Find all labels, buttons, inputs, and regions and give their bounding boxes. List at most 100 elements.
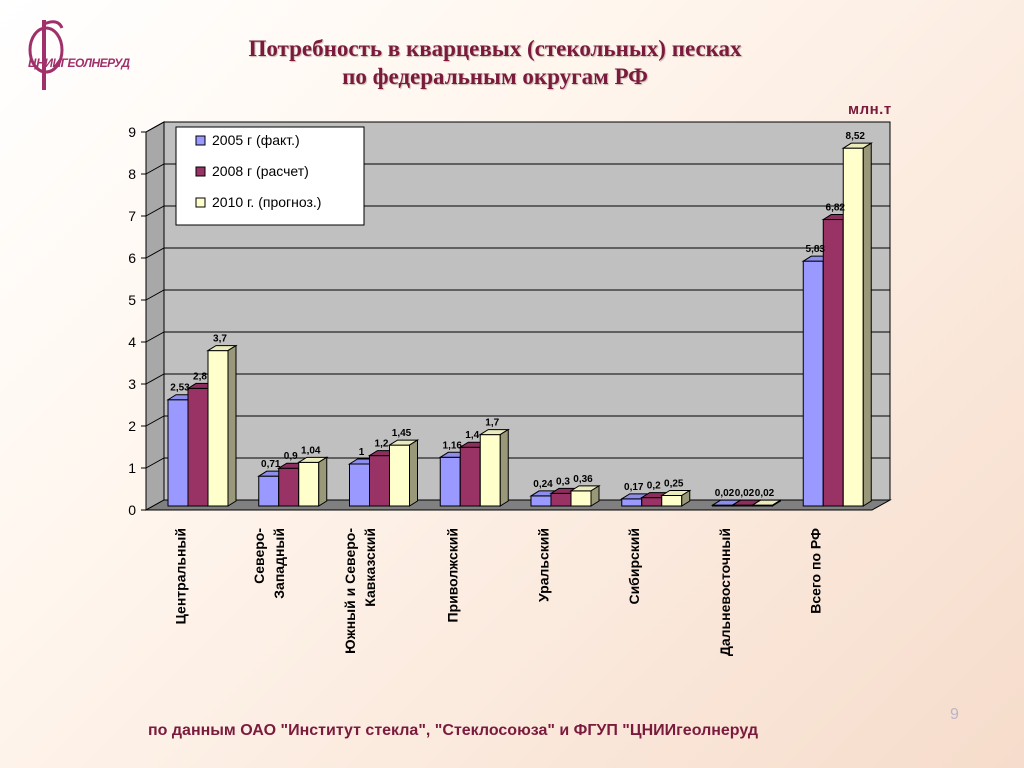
y-tick-label: 9 <box>128 124 136 140</box>
logo-swoosh <box>43 20 64 29</box>
bar-front <box>349 463 370 507</box>
data-label: 0,9 <box>284 451 298 462</box>
data-label: 1 <box>359 447 365 458</box>
legend-entry: 2010 г. (прогноз.) <box>212 194 321 210</box>
bar-side <box>862 142 872 507</box>
data-label: 1,45 <box>392 428 412 439</box>
category-label: Всего по РФ <box>808 528 824 614</box>
gridline <box>145 163 890 175</box>
data-label: 2,8 <box>193 371 207 382</box>
data-label: 0,3 <box>556 476 570 487</box>
bar-side <box>318 456 328 507</box>
bar-front <box>550 492 572 507</box>
chart-title-line1: Потребность в кварцевых (стекольных) пес… <box>248 36 742 61</box>
legend-swatch <box>195 197 206 208</box>
unit-label: млн.т <box>848 101 892 118</box>
bar <box>297 456 329 507</box>
bar <box>569 484 601 507</box>
y-tick-label: 6 <box>128 250 136 266</box>
data-label: 0,36 <box>573 474 593 485</box>
bar-front <box>207 350 229 507</box>
category-label: Сибирский <box>626 528 642 605</box>
bar-front <box>479 434 501 507</box>
bar-front <box>641 497 663 507</box>
company-logo <box>28 20 64 90</box>
gridline <box>145 247 890 259</box>
gridline <box>145 121 890 133</box>
category-label: Южный и Северо- Кавказский <box>342 528 378 654</box>
legend-swatch <box>195 166 206 177</box>
legend-swatch <box>195 135 206 146</box>
data-label: 6,82 <box>826 203 846 214</box>
bar-side <box>681 489 691 507</box>
data-label: 0,17 <box>624 482 644 493</box>
bar-front <box>439 456 461 507</box>
bar-front <box>842 147 864 507</box>
bar-front <box>298 461 320 507</box>
bar-front <box>258 475 280 507</box>
bar-front <box>621 498 643 507</box>
bar-side <box>590 484 600 507</box>
bar <box>660 489 692 507</box>
bar-front <box>369 455 390 507</box>
data-label: 0,25 <box>664 479 684 490</box>
category-label: Северо- Западный <box>251 528 287 599</box>
bar-front <box>459 446 481 507</box>
bar-front <box>802 260 824 507</box>
y-tick-label: 0 <box>128 502 136 518</box>
data-label: 5,83 <box>806 244 826 255</box>
gridline <box>145 205 890 217</box>
bar-side <box>772 499 781 507</box>
bar-front <box>167 399 189 507</box>
data-label: 2,53 <box>170 383 190 394</box>
bar-front <box>530 495 552 507</box>
y-tick-label: 2 <box>128 418 136 434</box>
bar-front <box>278 467 300 507</box>
gridline <box>145 373 890 385</box>
y-tick-label: 5 <box>128 292 136 308</box>
category-label: Центральный <box>172 528 188 624</box>
y-tick-label: 4 <box>128 334 136 350</box>
gridlines <box>145 121 890 469</box>
gridline <box>145 415 890 427</box>
data-label: 3,7 <box>213 334 227 345</box>
y-tick-label: 1 <box>128 460 136 476</box>
bar <box>206 344 238 507</box>
data-label: 1,7 <box>485 418 499 429</box>
bars <box>166 142 873 507</box>
bar-side <box>227 344 237 507</box>
page-number: 9 <box>950 706 959 723</box>
category-label: Уральский <box>535 528 551 602</box>
bar-side <box>409 439 418 507</box>
legend-entry: 2005 г (факт.) <box>212 132 300 148</box>
bar-front <box>187 387 209 507</box>
gridline <box>145 457 890 469</box>
legend-entry: 2008 г (расчет) <box>212 163 309 179</box>
y-tick-label: 8 <box>128 166 136 182</box>
bar <box>750 499 783 507</box>
data-label: 0,02 <box>715 488 735 499</box>
side-wall <box>145 121 165 511</box>
legend-box <box>175 126 365 226</box>
axes: 0 1 2 3 4 5 6 7 8 9 <box>128 124 872 518</box>
bar-front <box>570 490 592 507</box>
category-label: Приволжский <box>445 528 461 623</box>
data-label: 0,02 <box>735 488 755 499</box>
data-label: 0,2 <box>647 481 661 492</box>
chart-title-line2: по федеральным округам РФ <box>342 64 648 89</box>
data-label: 1,4 <box>465 430 479 441</box>
gridline <box>145 289 890 301</box>
logo-text: ЦНИИГЕОЛНЕРУД <box>28 56 130 70</box>
y-tick-label: 3 <box>128 376 136 392</box>
data-label: 0,24 <box>533 479 553 490</box>
bar-front <box>389 444 410 507</box>
bar-front <box>822 219 844 507</box>
source-note: по данным ОАО "Институт стекла", "Стекло… <box>148 722 759 739</box>
bar <box>387 439 420 507</box>
data-label: 1,04 <box>301 445 321 456</box>
data-label: 1,16 <box>443 440 463 451</box>
category-labels: Центральный Северо- Западный Южный и Северо… <box>172 528 823 656</box>
data-label: 0,71 <box>261 459 281 470</box>
bar-front <box>661 495 683 507</box>
